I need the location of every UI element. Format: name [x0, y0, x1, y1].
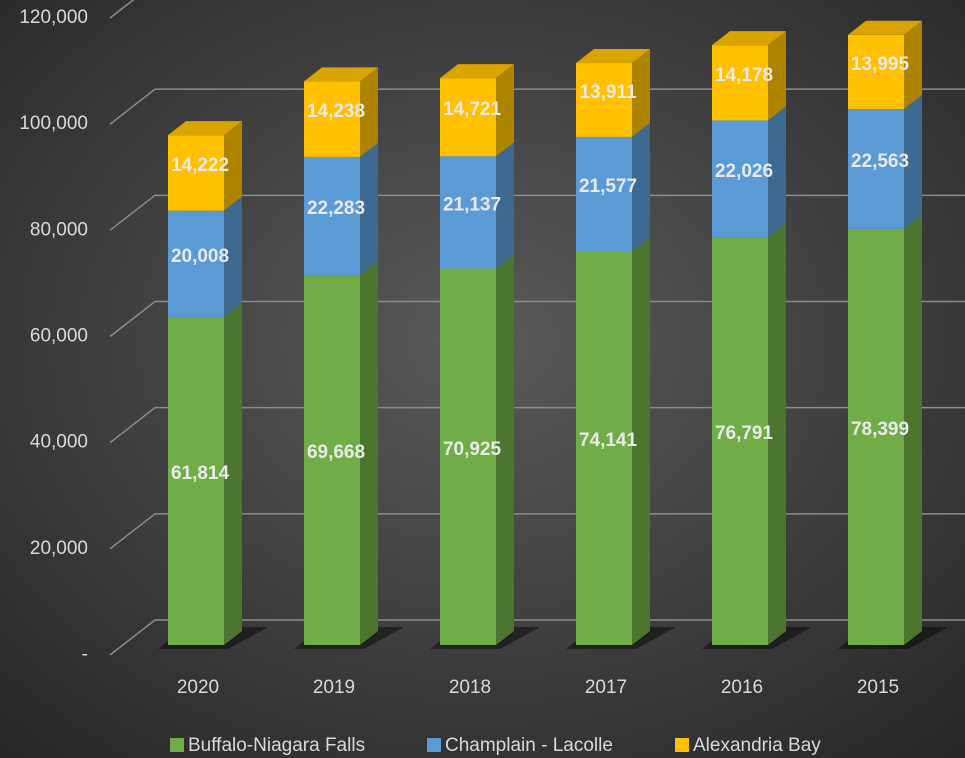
grid-line [109, 300, 965, 338]
bar-side [904, 95, 922, 229]
data-label: 21,577 [579, 176, 637, 197]
data-label: 74,141 [579, 430, 638, 451]
bar-side [224, 196, 242, 317]
bar-top [440, 64, 514, 79]
y-tick-label: 80,000 [30, 219, 88, 240]
bar-front [576, 63, 632, 137]
data-label: 22,026 [715, 161, 773, 182]
bar-front [440, 268, 496, 645]
grid-line [109, 406, 965, 444]
y-tick-label: 120,000 [19, 7, 88, 28]
y-tick-label: 40,000 [30, 432, 88, 453]
bar-side [496, 64, 514, 157]
legend-swatch [427, 738, 441, 752]
bar-side [360, 261, 378, 645]
bar-front [168, 135, 224, 211]
data-label: 13,995 [851, 54, 910, 75]
data-label: 20,008 [171, 246, 229, 267]
x-tick-label: 2017 [585, 677, 627, 698]
data-label: 61,814 [171, 463, 230, 484]
bar-side [904, 20, 922, 110]
data-label: 14,178 [715, 65, 773, 86]
data-label: 13,911 [579, 82, 636, 103]
bar-front [576, 251, 632, 645]
bar-front [848, 228, 904, 645]
bar-front [440, 156, 496, 269]
bar-top [712, 31, 786, 46]
legend-label: Buffalo-Niagara Falls [188, 735, 365, 756]
grid-line [109, 0, 135, 19]
bar-top [168, 121, 242, 136]
y-tick-label: 60,000 [30, 326, 88, 347]
x-tick-label: 2019 [313, 677, 355, 698]
legend-label: Champlain - Lacolle [445, 735, 613, 756]
bar-side [360, 142, 378, 276]
data-label: 14,238 [307, 101, 365, 122]
legend-label: Alexandria Bay [693, 735, 821, 756]
bar-top [848, 20, 922, 35]
y-tick-label: 100,000 [19, 113, 88, 134]
data-label: 14,222 [171, 155, 229, 176]
y-tick-label: - [82, 644, 88, 665]
bar-front [712, 120, 768, 238]
bar-side [768, 31, 786, 121]
bar-side [224, 302, 242, 645]
grid-line [109, 194, 965, 231]
data-label: 21,137 [443, 194, 501, 215]
bar-side [224, 121, 242, 211]
bar-front [576, 136, 632, 252]
grid-line [109, 88, 965, 125]
bar-front [848, 34, 904, 110]
bar-top [304, 67, 378, 82]
bar-top [576, 49, 650, 64]
bar-side [768, 223, 786, 645]
x-tick-label: 2016 [721, 677, 763, 698]
data-label: 14,721 [443, 99, 502, 120]
grid-line [109, 619, 965, 656]
data-label: 22,283 [307, 198, 365, 219]
bar-side [360, 67, 378, 157]
data-label: 76,791 [715, 423, 774, 444]
y-tick-label: 20,000 [30, 538, 88, 559]
bar-side [632, 49, 650, 137]
bar-front [848, 109, 904, 229]
bar-front [440, 78, 496, 157]
legend-swatch [170, 738, 184, 752]
bar-side [632, 122, 650, 252]
bar-front [712, 237, 768, 645]
bar-front [712, 45, 768, 121]
legend-swatch [675, 738, 689, 752]
data-label: 22,563 [851, 151, 909, 172]
data-label: 78,399 [851, 419, 909, 440]
data-label: 70,925 [443, 439, 502, 460]
bar-front [168, 316, 224, 645]
x-tick-label: 2018 [449, 677, 491, 698]
data-label: 69,668 [307, 442, 365, 463]
bar-front [304, 156, 360, 276]
x-tick-label: 2015 [857, 677, 899, 698]
grid-line [109, 513, 965, 550]
bar-front [304, 275, 360, 645]
bar-front [304, 81, 360, 157]
bar-side [496, 142, 514, 269]
x-tick-label: 2020 [177, 677, 219, 698]
bar-side [904, 214, 922, 645]
bar-side [768, 106, 786, 238]
bar-front [168, 210, 224, 317]
bar-side [496, 254, 514, 645]
bar-side [632, 237, 650, 645]
